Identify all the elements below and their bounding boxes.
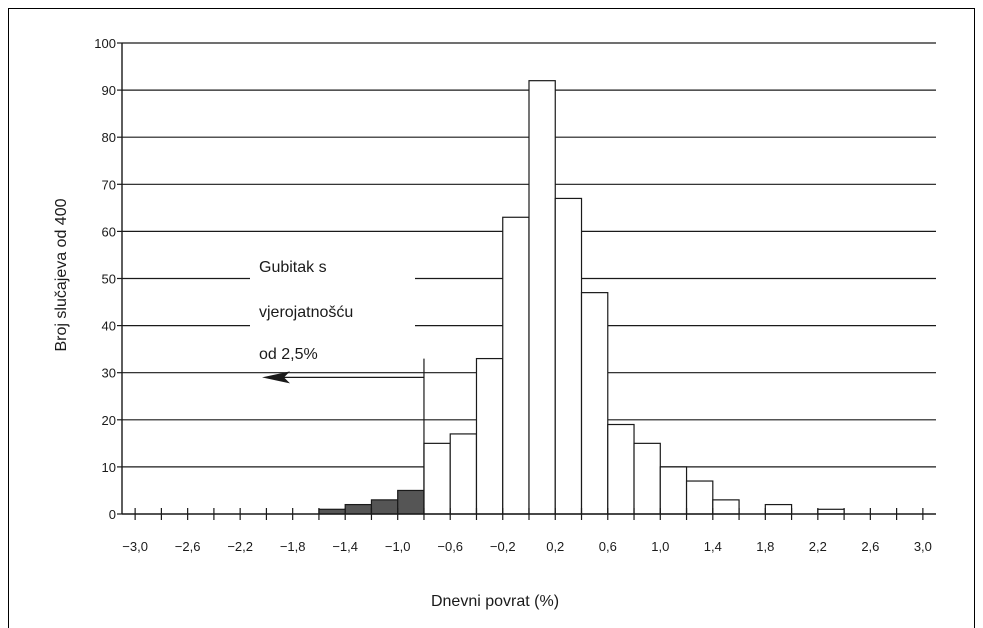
y-tick-label: 90 — [102, 83, 116, 98]
annotation-line: vjerojatnošću — [259, 304, 353, 321]
x-tick-label: 0,6 — [599, 539, 617, 554]
x-tick-label: 1,4 — [704, 539, 722, 554]
x-tick-label: 1,0 — [651, 539, 669, 554]
histogram-bar — [502, 216, 530, 515]
annotation-line: od 2,5% — [259, 346, 318, 363]
x-tick-label: −2,6 — [175, 539, 201, 554]
y-tick-label: 10 — [102, 460, 116, 475]
histogram-bar — [423, 442, 451, 515]
x-tick-label: 0,2 — [546, 539, 564, 554]
ticks-layer: 0 10 20 30 40 50 60 70 80 90 100 −3,0 −2,6 −2,2 −1,8 −1… — [94, 36, 932, 554]
x-tick-label: 1,8 — [756, 539, 774, 554]
x-tick-label: −1,8 — [280, 539, 306, 554]
annotation-layer: Gubitak s vjerojatnošću od 2,5% — [250, 245, 425, 514]
histogram-bar — [397, 489, 425, 515]
y-tick-label: 0 — [109, 507, 116, 522]
x-tick-label: −1,4 — [332, 539, 358, 554]
histogram-bar — [685, 480, 714, 515]
x-axis-label: Dnevni povrat (%) — [431, 593, 559, 610]
y-tick-label: 50 — [102, 272, 116, 287]
x-tick-label: 3,0 — [914, 539, 932, 554]
histogram-bar — [554, 197, 583, 515]
y-tick-label: 30 — [102, 366, 116, 381]
histogram-bar — [607, 423, 635, 515]
histogram-bar — [528, 80, 556, 515]
chart-frame — [8, 8, 975, 628]
y-tick-label: 80 — [102, 130, 116, 145]
histogram-bar — [580, 292, 609, 515]
x-tick-label: −3,0 — [122, 539, 148, 554]
x-tick-label: −2,2 — [227, 539, 253, 554]
loss-arrow-head — [262, 371, 290, 384]
histogram-bar — [344, 503, 373, 515]
histogram-bar — [370, 499, 399, 515]
y-tick-label: 100 — [94, 36, 116, 51]
x-tick-label: −0,6 — [437, 539, 463, 554]
y-axis-label: Broj slučajeva od 400 — [53, 198, 70, 351]
x-tick-label: 2,2 — [809, 539, 827, 554]
y-tick-label: 70 — [102, 177, 116, 192]
histogram-bar — [475, 357, 504, 515]
y-tick-label: 60 — [102, 224, 116, 239]
y-tick-label: 20 — [102, 413, 116, 428]
histogram-bar — [659, 466, 688, 515]
histogram-bar — [633, 442, 661, 515]
y-tick-label: 40 — [102, 319, 116, 334]
histogram-bar — [318, 508, 346, 515]
histogram-bar — [712, 499, 740, 515]
histogram-bar — [764, 503, 793, 515]
histogram-bar — [449, 433, 478, 515]
bars-layer — [318, 80, 845, 515]
annotation-background — [250, 245, 415, 364]
x-tick-label: 2,6 — [861, 539, 879, 554]
annotation-line: Gubitak s — [259, 259, 327, 276]
histogram-bar — [817, 508, 845, 515]
x-tick-label: −1,0 — [385, 539, 411, 554]
x-tick-label: −0,2 — [490, 539, 516, 554]
